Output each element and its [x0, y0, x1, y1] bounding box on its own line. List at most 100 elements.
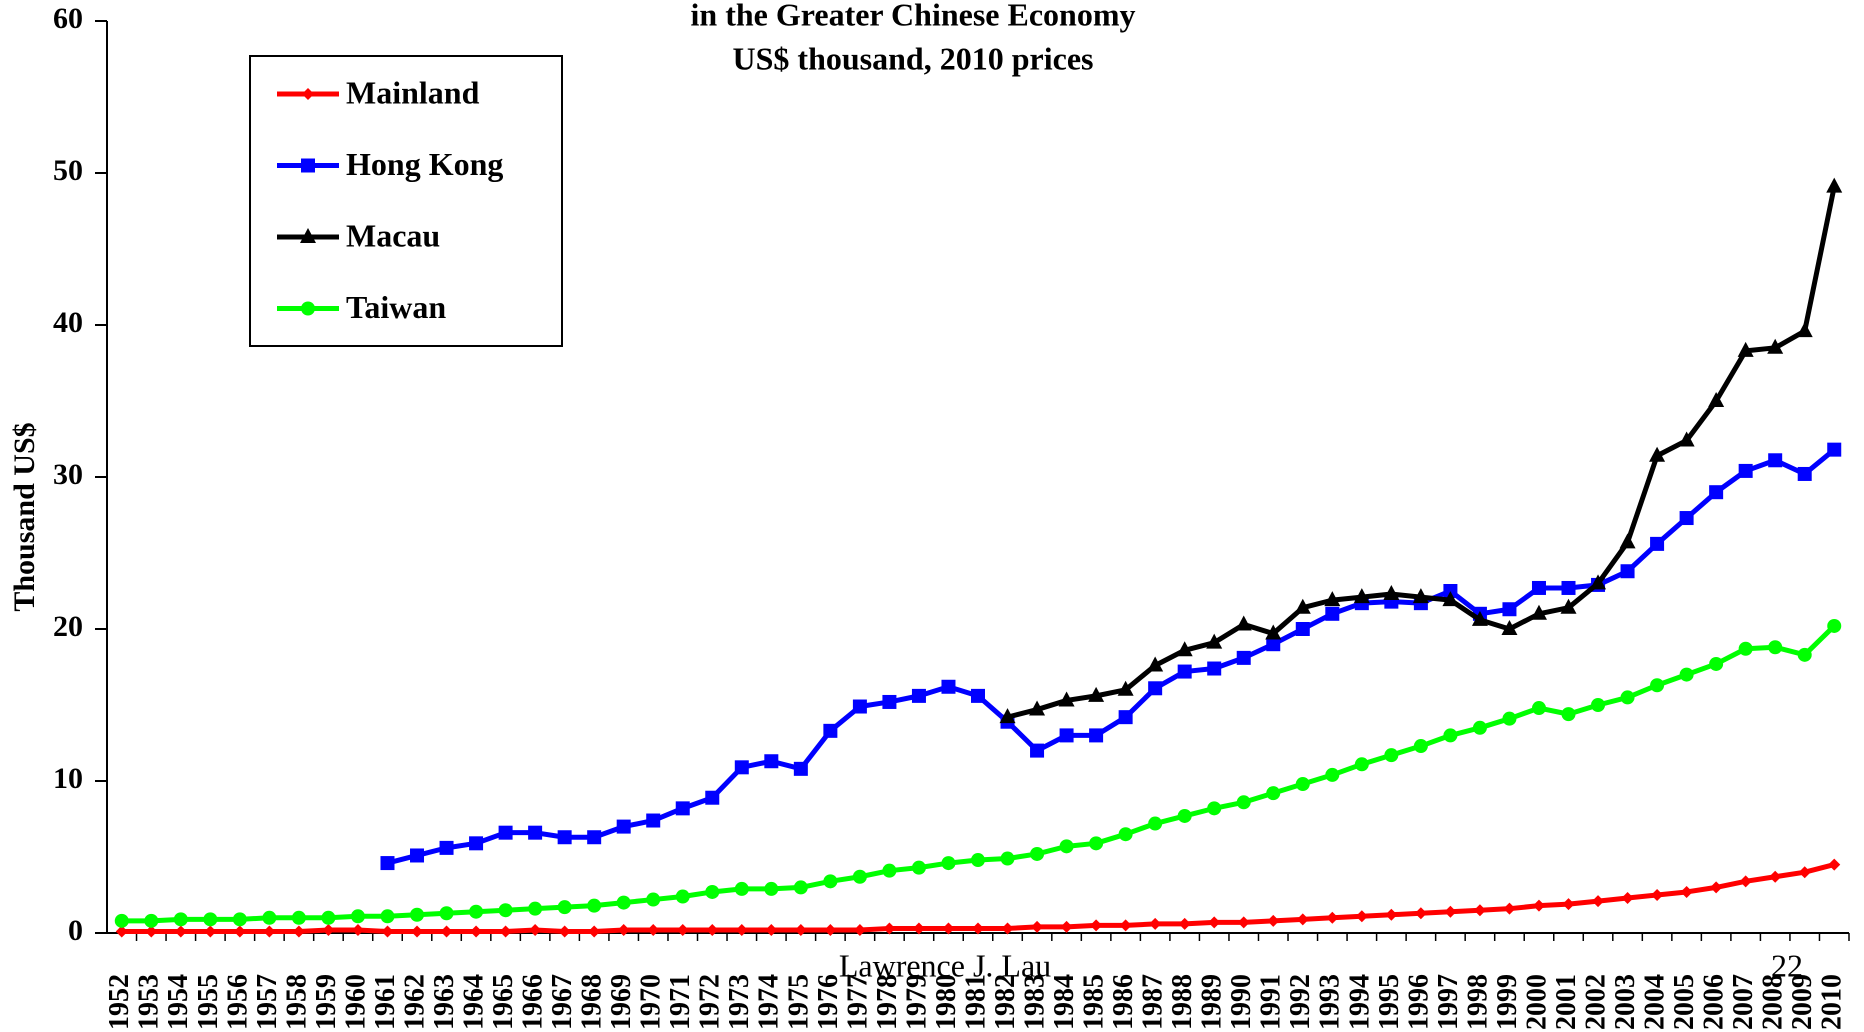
data-point	[1798, 866, 1811, 879]
y-tick-label: 50	[53, 154, 83, 187]
data-point	[1709, 656, 1724, 671]
data-point	[852, 869, 867, 884]
x-tick-label: 1952	[104, 974, 135, 1030]
x-tick-label: 1971	[665, 974, 696, 1030]
x-tick-label: 1970	[636, 974, 667, 1030]
data-point	[1325, 767, 1340, 782]
x-tick-label: 1975	[783, 974, 814, 1030]
data-point	[1443, 728, 1458, 743]
data-point	[1620, 564, 1635, 579]
data-point	[853, 923, 866, 936]
data-point	[291, 910, 306, 925]
data-point	[911, 688, 926, 703]
data-point	[1561, 580, 1576, 595]
data-point	[263, 925, 276, 938]
data-point	[1591, 698, 1606, 712]
x-tick-label: 1959	[311, 974, 342, 1030]
data-point	[647, 923, 660, 936]
data-point	[1355, 910, 1368, 923]
data-point	[410, 907, 425, 922]
data-point	[911, 860, 926, 875]
data-point	[1325, 606, 1340, 621]
data-point	[1471, 610, 1488, 626]
data-point	[1148, 681, 1163, 696]
x-tick-label: 1991	[1256, 974, 1287, 1030]
data-point	[1089, 728, 1104, 743]
x-tick-label: 1979	[901, 974, 932, 1030]
data-point	[617, 923, 630, 936]
x-tick-label: 2001	[1551, 974, 1582, 1030]
data-point	[1385, 908, 1398, 921]
data-point	[941, 856, 956, 871]
data-point	[675, 801, 690, 816]
data-point	[115, 925, 128, 938]
data-point	[529, 923, 542, 936]
data-point	[734, 881, 749, 896]
data-point	[322, 923, 335, 936]
data-point	[1324, 591, 1341, 607]
data-point	[470, 925, 483, 938]
x-tick-label: 2009	[1787, 974, 1818, 1030]
data-point	[1708, 392, 1725, 407]
x-tick-label: 2007	[1728, 974, 1759, 1030]
data-point	[587, 898, 602, 913]
data-point	[499, 925, 512, 938]
data-point	[1266, 637, 1281, 652]
data-point	[1295, 777, 1310, 792]
data-point	[557, 830, 572, 845]
legend-marker	[301, 158, 315, 173]
data-point	[1530, 604, 1547, 620]
y-axis-title: Thousand US$	[8, 422, 41, 611]
x-tick-label: 1972	[695, 974, 726, 1030]
data-point	[203, 912, 218, 927]
data-point	[204, 925, 217, 938]
data-point	[145, 925, 158, 938]
x-tick-label: 1958	[281, 974, 312, 1030]
x-tick-label: 2000	[1521, 974, 1552, 1030]
data-point	[1473, 904, 1486, 917]
x-tick-label: 1974	[754, 974, 785, 1030]
data-point	[1265, 624, 1282, 640]
y-tick-label: 20	[53, 610, 83, 643]
data-point	[558, 925, 571, 938]
data-point	[1383, 585, 1400, 601]
data-point	[528, 825, 543, 840]
x-tick-label: 2003	[1610, 974, 1641, 1030]
legend-label: Hong Kong	[346, 146, 503, 182]
data-point	[1738, 641, 1753, 656]
data-point	[469, 836, 484, 851]
x-tick-label: 1963	[429, 974, 460, 1030]
x-tick-label: 1997	[1433, 974, 1464, 1030]
data-point	[1827, 442, 1842, 457]
x-tick-label: 1962	[399, 974, 430, 1030]
data-point	[971, 688, 985, 703]
data-point	[1590, 574, 1607, 590]
data-point	[764, 754, 779, 769]
data-point	[1797, 647, 1812, 662]
x-tick-label: 1992	[1285, 974, 1316, 1030]
data-point	[1531, 580, 1546, 595]
data-point	[557, 900, 572, 915]
y-tick-label: 30	[53, 458, 83, 491]
data-point	[1562, 898, 1575, 911]
data-point	[469, 904, 484, 919]
data-point	[498, 903, 513, 918]
data-point	[1354, 757, 1369, 772]
data-point	[1178, 917, 1191, 930]
x-tick-label: 1969	[606, 974, 637, 1030]
data-point	[1029, 700, 1046, 716]
data-point	[794, 923, 807, 936]
data-point	[971, 853, 985, 868]
data-point	[1059, 839, 1074, 854]
data-point	[1502, 711, 1517, 726]
data-point	[1679, 511, 1694, 526]
legend-marker	[302, 88, 314, 100]
data-point	[705, 884, 720, 899]
data-point	[1738, 463, 1753, 478]
x-tick-label: 1986	[1108, 974, 1139, 1030]
series-line	[121, 624, 1836, 924]
data-point	[1118, 710, 1133, 725]
page-number: 22	[1771, 947, 1803, 983]
data-point	[824, 923, 837, 936]
